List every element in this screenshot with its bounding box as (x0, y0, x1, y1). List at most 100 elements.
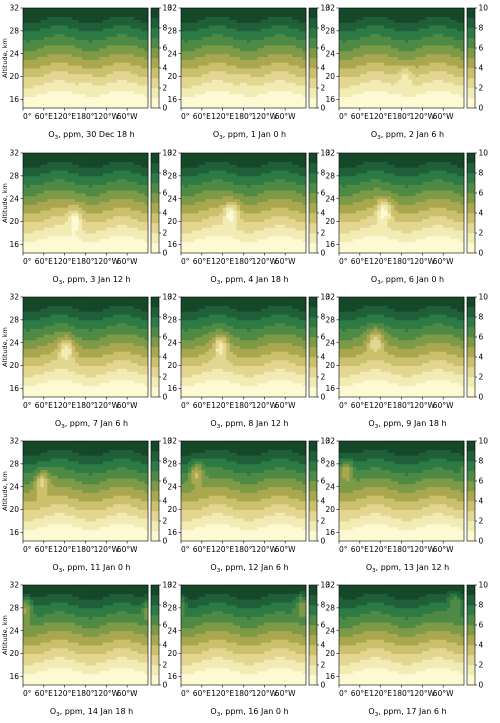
heatmap-cell (141, 93, 145, 97)
heatmap-cell (109, 90, 114, 95)
heatmap-cell (288, 105, 293, 109)
heatmap-cell (219, 22, 224, 26)
heatmap-cell (432, 50, 437, 55)
heatmap-cell (68, 82, 73, 86)
heatmap-cell (33, 13, 38, 17)
heatmap-cell (349, 88, 354, 92)
heatmap-cell (422, 33, 427, 37)
heatmap-cell (250, 19, 255, 23)
heatmap-cell (40, 153, 45, 157)
heatmap-cell (92, 210, 97, 214)
heatmap-cell (47, 79, 52, 83)
heatmap-cell (439, 70, 444, 75)
heatmap-cell (215, 76, 220, 80)
heatmap-cell (278, 70, 283, 75)
heatmap-cell (411, 8, 416, 12)
heatmap-cell (240, 8, 244, 12)
heatmap-cell (47, 184, 52, 188)
heatmap-cell (29, 207, 34, 211)
heatmap-cell (201, 48, 206, 52)
heatmap-cell (88, 19, 93, 23)
heatmap-cell (380, 45, 385, 49)
heatmap-cell (215, 50, 220, 55)
y-tick-label: 20 (9, 72, 19, 81)
heatmap-cell (384, 82, 389, 86)
heatmap-cell (50, 96, 55, 100)
heatmap-cell (226, 28, 231, 32)
heatmap-cell (113, 59, 118, 63)
heatmap-cell (78, 36, 83, 40)
heatmap-cell (23, 102, 27, 106)
heatmap-cell (71, 53, 76, 57)
heatmap-cell (47, 48, 52, 52)
heatmap-cell (113, 36, 118, 40)
heatmap-cell (288, 33, 293, 37)
heatmap-cell (78, 218, 83, 222)
heatmap-cell (271, 65, 276, 69)
heatmap-cell (460, 73, 465, 77)
heatmap-cell (40, 56, 45, 60)
heatmap-cell (36, 53, 41, 57)
heatmap-cell (339, 62, 343, 66)
heatmap-cell (356, 73, 361, 77)
heatmap-cell (201, 62, 206, 66)
heatmap-cell (71, 36, 76, 40)
heatmap-cell (429, 96, 434, 100)
heatmap-cell (285, 82, 290, 86)
heatmap-cell (453, 70, 458, 75)
heatmap-cell (113, 238, 118, 242)
heatmap-cell (33, 56, 38, 60)
heatmap-cell (50, 70, 55, 75)
heatmap-cell (113, 76, 118, 80)
heatmap-cell (144, 85, 149, 89)
heatmap-cell (432, 65, 437, 69)
heatmap-cell (246, 105, 251, 109)
heatmap-cell (373, 93, 378, 97)
heatmap-cell (95, 190, 100, 194)
colorbar-tick-label: 0 (321, 104, 326, 113)
heatmap-cell (418, 73, 423, 77)
heatmap-cell (144, 70, 149, 75)
heatmap-cell (141, 65, 145, 69)
y-tick-label: 32 (167, 4, 177, 13)
heatmap-cell (99, 59, 104, 63)
heatmap-cell (457, 45, 461, 49)
heatmap-cell (113, 48, 118, 52)
heatmap-cell (85, 238, 90, 242)
heatmap-cell (404, 68, 409, 72)
heatmap-cell (208, 30, 213, 35)
heatmap-cell (436, 59, 441, 63)
heatmap-cell (43, 244, 48, 248)
heatmap-cell (102, 70, 107, 75)
heatmap-cell (233, 39, 237, 43)
heatmap-cell (106, 238, 111, 242)
heatmap-cell (123, 39, 128, 43)
heatmap-cell (33, 195, 38, 200)
heatmap-cell (92, 45, 97, 49)
heatmap-cell (50, 19, 55, 23)
heatmap-cell (64, 99, 69, 103)
heatmap-cell (26, 19, 31, 23)
heatmap-cell (439, 62, 444, 66)
heatmap-cell (380, 70, 385, 75)
heatmap-cell (240, 25, 244, 29)
y-tick-label: 32 (9, 4, 19, 13)
heatmap-cell (222, 30, 227, 35)
heatmap-cell (120, 85, 125, 89)
heatmap-cell (92, 158, 97, 162)
heatmap-cell (102, 224, 107, 228)
heatmap-cell (212, 36, 217, 40)
heatmap-cell (82, 224, 86, 228)
heatmap-cell (123, 102, 128, 106)
heatmap-cell (366, 62, 371, 66)
heatmap-cell (201, 105, 206, 109)
heatmap-cell (144, 28, 149, 32)
heatmap-cell (106, 62, 111, 66)
heatmap-cell (219, 33, 224, 37)
colorbar-swatch (151, 48, 159, 59)
heatmap-cell (40, 233, 45, 237)
heatmap-cell (457, 8, 461, 12)
heatmap-cell (422, 96, 427, 100)
heatmap-cell (68, 68, 73, 72)
heatmap-cell (198, 50, 203, 55)
